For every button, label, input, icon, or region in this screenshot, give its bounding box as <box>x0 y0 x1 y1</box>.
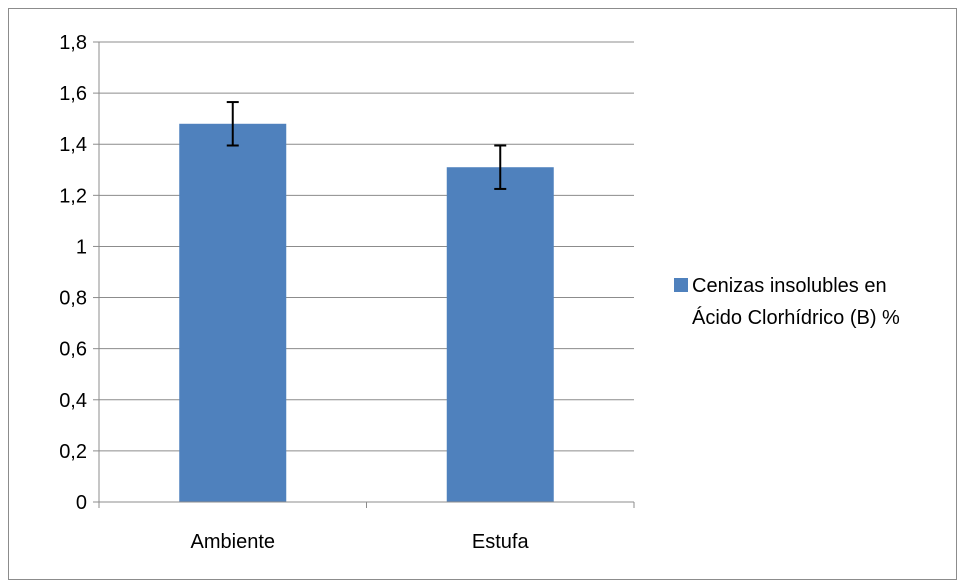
y-tick-label: 0,2 <box>59 441 87 463</box>
error-bars <box>226 101 507 190</box>
y-tick-label: 0,8 <box>59 288 87 310</box>
x-tick-label-estufa: Estufa <box>472 531 530 553</box>
chart-frame: 0 0,2 0,4 0,6 0,8 1 1,2 1,4 1,6 1,8 Ambiente Estuf… <box>8 8 957 580</box>
y-tick-label: 1,2 <box>59 185 87 207</box>
bar-ambiente <box>179 123 287 503</box>
y-tick-label: 1,6 <box>59 83 87 105</box>
legend-label-line-2: Ácido Clorhídrico (B) % <box>692 306 900 329</box>
bar-chart: 0 0,2 0,4 0,6 0,8 1 1,2 1,4 1,6 1,8 Ambiente Estuf… <box>59 32 900 553</box>
legend-swatch <box>674 278 688 292</box>
legend-label-line-1: Cenizas insolubles en <box>692 275 887 297</box>
bars <box>179 123 554 503</box>
y-tick-label: 1,8 <box>59 32 87 54</box>
bar-estufa <box>446 167 554 502</box>
x-tick-labels: Ambiente Estufa <box>191 531 530 553</box>
y-tick-label: 1 <box>76 236 87 258</box>
y-tick-labels: 0 0,2 0,4 0,6 0,8 1 1,2 1,4 1,6 1,8 <box>59 32 87 514</box>
y-tick-label: 0,6 <box>59 339 87 361</box>
y-tick-label: 0 <box>76 492 87 514</box>
axes <box>93 41 635 508</box>
y-tick-label: 0,4 <box>59 390 87 412</box>
y-tick-label: 1,4 <box>59 134 87 156</box>
legend: Cenizas insolubles en Ácido Clorhídrico … <box>674 275 900 329</box>
x-tick-label-ambiente: Ambiente <box>191 531 276 553</box>
